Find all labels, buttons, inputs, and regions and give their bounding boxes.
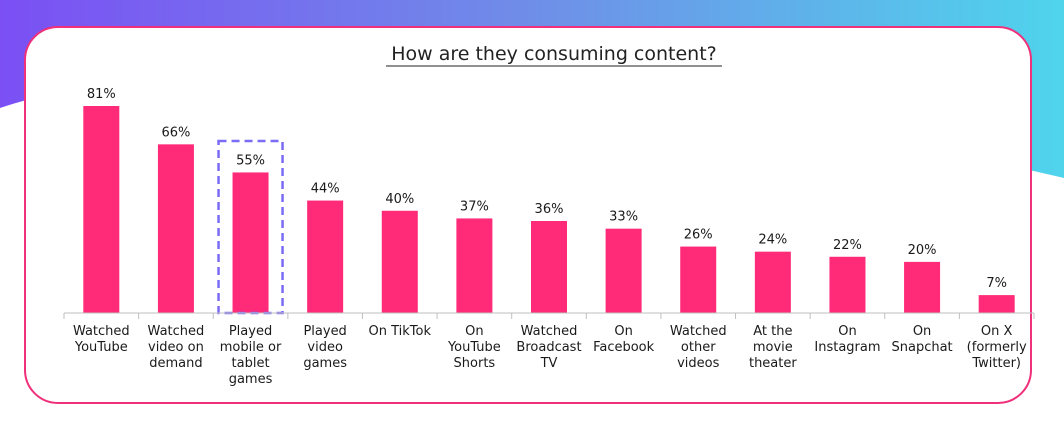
category-label-line: Played — [229, 324, 272, 339]
category-label-line: On X — [981, 324, 1013, 339]
bar-1 — [157, 144, 194, 313]
category-label-line: On — [465, 324, 483, 339]
category-label-4: On TikTok — [369, 324, 432, 339]
category-label-line: Watched — [670, 324, 727, 339]
category-label-line: Snapchat — [891, 340, 952, 355]
data-label-10: 22% — [833, 238, 862, 253]
data-label-4: 40% — [385, 192, 414, 207]
category-label-line: Instagram — [814, 340, 880, 355]
category-label-line: video — [307, 340, 343, 355]
bar-8 — [680, 246, 717, 313]
category-label-line: other — [681, 340, 716, 355]
bar-0 — [83, 106, 120, 313]
category-label-6: Watched Broadcast TV — [516, 324, 581, 371]
category-label-9: At the movie theater — [749, 324, 797, 371]
data-label-5: 37% — [460, 199, 489, 214]
category-label-line: At the — [753, 324, 792, 339]
data-label-0: 81% — [87, 87, 116, 102]
category-label-line: TV — [540, 356, 558, 371]
data-label-6: 36% — [535, 202, 564, 217]
category-label-line: On — [614, 324, 632, 339]
category-label-line: On — [913, 324, 931, 339]
category-label-line: Twitter) — [971, 356, 1021, 371]
data-label-7: 33% — [609, 210, 638, 225]
bar-11 — [904, 261, 941, 313]
category-label-line: (formerly — [967, 340, 1027, 355]
category-label-line: games — [303, 356, 347, 371]
category-label-line: video on — [148, 340, 204, 355]
category-label-line: videos — [677, 356, 720, 371]
category-label-line: Facebook — [593, 340, 655, 355]
category-label-line: games — [229, 372, 273, 387]
category-label-12: On X (formerly Twitter) — [967, 324, 1027, 371]
category-label-line: Shorts — [454, 356, 496, 371]
bar-6 — [531, 221, 567, 313]
data-label-2: 55% — [236, 153, 265, 168]
category-label-3: Played video games — [303, 324, 347, 371]
category-label-2: Played mobile or tablet games — [220, 324, 282, 387]
data-label-12: 7% — [986, 276, 1007, 291]
bar-2 — [232, 172, 269, 313]
bar-10 — [829, 256, 866, 313]
category-label-line: mobile or — [220, 340, 282, 355]
ticks-layer — [63, 313, 1035, 319]
category-label-line: On TikTok — [369, 324, 432, 339]
bar-3 — [307, 200, 344, 313]
category-label-line: movie — [753, 340, 793, 355]
bar-9 — [754, 251, 791, 313]
bars-layer — [83, 106, 1015, 315]
category-label-0: Watched YouTube — [73, 324, 130, 355]
category-label-10: On Instagram — [814, 324, 880, 355]
category-label-line: YouTube — [74, 340, 128, 355]
category-label-line: Watched — [521, 324, 578, 339]
category-label-line: Broadcast — [516, 340, 581, 355]
category-label-line: tablet — [232, 356, 270, 371]
data-label-9: 24% — [758, 233, 787, 248]
bar-12 — [978, 295, 1015, 313]
category-label-line: theater — [749, 356, 797, 371]
category-label-line: Watched — [73, 324, 130, 339]
data-label-8: 26% — [684, 228, 713, 243]
category-label-line: On — [838, 324, 856, 339]
category-label-line: demand — [149, 356, 202, 371]
data-label-1: 66% — [161, 125, 190, 140]
category-label-1: Watched video on demand — [148, 324, 205, 371]
data-label-3: 44% — [311, 182, 340, 197]
bar-4 — [381, 210, 418, 313]
category-label-8: Watched other videos — [670, 324, 727, 371]
category-label-line: Watched — [148, 324, 205, 339]
bar-5 — [456, 218, 493, 313]
category-label-11: On Snapchat — [891, 324, 952, 355]
category-label-7: On Facebook — [593, 324, 655, 355]
data-label-11: 20% — [908, 243, 937, 258]
category-label-line: YouTube — [447, 340, 501, 355]
bar-7 — [605, 228, 642, 313]
category-label-line: Played — [303, 324, 346, 339]
chart-title: How are they consuming content? — [391, 43, 717, 65]
category-label-5: On YouTube Shorts — [447, 324, 501, 371]
